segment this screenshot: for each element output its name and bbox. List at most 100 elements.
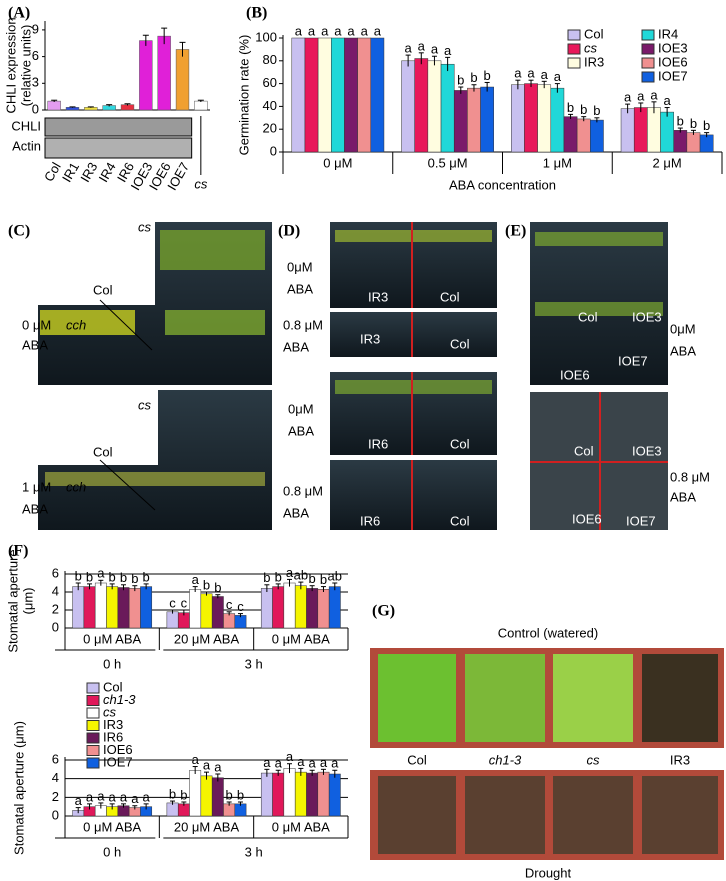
bar [223,613,236,629]
bar [328,586,341,629]
panel-label: (D) [278,223,300,240]
photo-label: ABA [670,489,696,504]
bar [106,586,119,629]
time-label: 3 h [245,844,263,859]
bar [317,37,332,153]
y-tick-label: 3 [32,75,39,90]
time-label: 3 h [245,656,263,671]
significance-letter: a [514,66,522,81]
significance-letter: a [75,793,83,808]
photo-label: 0.8 μM [670,469,710,484]
photo-g [370,648,724,860]
bar [260,772,273,817]
significance-letter: a [334,23,342,38]
y-tick-label: 2 [52,601,59,616]
photo-label: IOE7 [618,353,648,368]
significance-letter: a [321,23,329,38]
photo-label: ABA [283,339,309,354]
bar [344,37,358,153]
bar [94,582,107,629]
significance-letter: a [541,67,549,82]
y-tick-label: 80 [263,52,277,67]
photo-c [38,222,272,530]
panel-label: (C) [8,223,30,240]
photo-label: 0μM [287,259,313,274]
significance-letter: b [484,68,491,83]
significance-letter: a [192,572,200,587]
photo-label: IR3 [368,289,388,304]
y-tick-label: 0 [52,619,59,634]
y-tick-label: 2 [52,789,59,804]
significance-letter: b [457,72,464,87]
bar [660,111,674,153]
legend-label: IOE3 [658,40,688,55]
significance-letter: b [237,787,244,802]
significance-letter: c [226,597,233,612]
bar [511,84,525,153]
x-tick-label: 0 μM ABA [83,819,141,834]
photo-label: Col [93,282,113,297]
photo-label: Col [450,436,470,451]
bar [211,596,224,629]
x-tick-label: 20 μM ABA [174,819,240,834]
bar [414,58,429,153]
x-tick-label: 1 μM [543,155,572,170]
photo-label: IOE6 [560,367,590,382]
legend-swatch [567,43,581,55]
photo-label: IOE6 [572,511,602,526]
x-tick-label: 0 μM [323,155,352,170]
significance-letter: a [192,752,200,767]
bar [291,37,306,153]
blot-chli [44,117,193,137]
panel-label: (E) [505,223,526,240]
significance-letter: ab [294,568,308,583]
significance-letter: a [361,23,369,38]
y-tick-label: 0 [32,101,39,116]
y-tick-label: 100 [255,29,277,44]
photo-label: Drought [525,865,572,880]
y-tick-label: 9 [32,21,39,36]
x-tick-label: IR3 [77,160,100,185]
bar [686,132,701,153]
bar [166,611,179,629]
significance-letter: b [593,103,600,118]
photo-label: cs [138,219,152,234]
significance-letter: b [214,580,221,595]
significance-letter: a [431,42,439,57]
bar [194,100,208,111]
legend-label: Col [103,679,123,694]
significance-letter: a [650,87,658,102]
significance-letter: a [286,749,294,764]
bar [139,40,153,111]
significance-letter: a [418,38,426,53]
significance-letter: a [664,93,672,108]
bar [647,107,661,153]
significance-letter: c [237,599,244,614]
legend-swatch [86,682,100,694]
photo-label: IR3 [360,331,380,346]
significance-letter: a [309,756,317,771]
significance-letter: a [297,754,305,769]
bar [272,586,285,629]
photo-label: ABA [287,281,313,296]
photo-label: Col [574,443,594,458]
significance-letter: a [286,565,294,580]
photo-label: Col [407,752,427,767]
significance-letter: b [86,569,93,584]
significance-letter: b [275,569,282,584]
significance-letter: b [263,570,270,585]
x-tick-label: Col [41,160,64,184]
significance-letter: a [143,789,151,804]
photo-label: 0 μM [22,317,51,332]
blot-actin [44,137,193,159]
photo-label: IR3 [670,752,690,767]
bar [480,86,494,153]
y-axis-label: Germination rate (%) [236,35,251,156]
y-tick-label: 6 [52,751,59,766]
legend-swatch [86,757,100,769]
photo-label: ABA [22,501,48,516]
significance-letter: a [131,791,139,806]
y-axis-label: (μm) [20,588,35,615]
bar [317,771,330,817]
y-tick-label: 6 [32,48,39,63]
